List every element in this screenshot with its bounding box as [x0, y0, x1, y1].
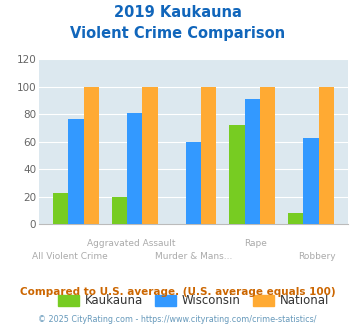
Bar — [112, 197, 127, 224]
Text: Murder & Mans...: Murder & Mans... — [155, 252, 232, 261]
Bar — [69, 118, 84, 224]
Bar — [53, 193, 69, 224]
Text: Aggravated Assault: Aggravated Assault — [87, 239, 176, 248]
Text: Robbery: Robbery — [298, 252, 336, 261]
Bar — [288, 214, 303, 224]
Text: © 2025 CityRating.com - https://www.cityrating.com/crime-statistics/: © 2025 CityRating.com - https://www.city… — [38, 314, 317, 324]
Bar — [229, 125, 245, 224]
Text: All Violent Crime: All Violent Crime — [32, 252, 108, 261]
Bar — [142, 87, 158, 224]
Bar — [201, 87, 217, 224]
Text: Compared to U.S. average. (U.S. average equals 100): Compared to U.S. average. (U.S. average … — [20, 287, 335, 297]
Bar — [303, 138, 318, 224]
Bar — [127, 113, 142, 224]
Text: Violent Crime Comparison: Violent Crime Comparison — [70, 26, 285, 41]
Bar — [84, 87, 99, 224]
Text: Rape: Rape — [244, 239, 267, 248]
Text: 2019 Kaukauna: 2019 Kaukauna — [114, 5, 241, 20]
Bar — [318, 87, 334, 224]
Bar — [186, 142, 201, 224]
Bar — [245, 99, 260, 224]
Bar — [260, 87, 275, 224]
Legend: Kaukauna, Wisconsin, National: Kaukauna, Wisconsin, National — [53, 290, 334, 312]
